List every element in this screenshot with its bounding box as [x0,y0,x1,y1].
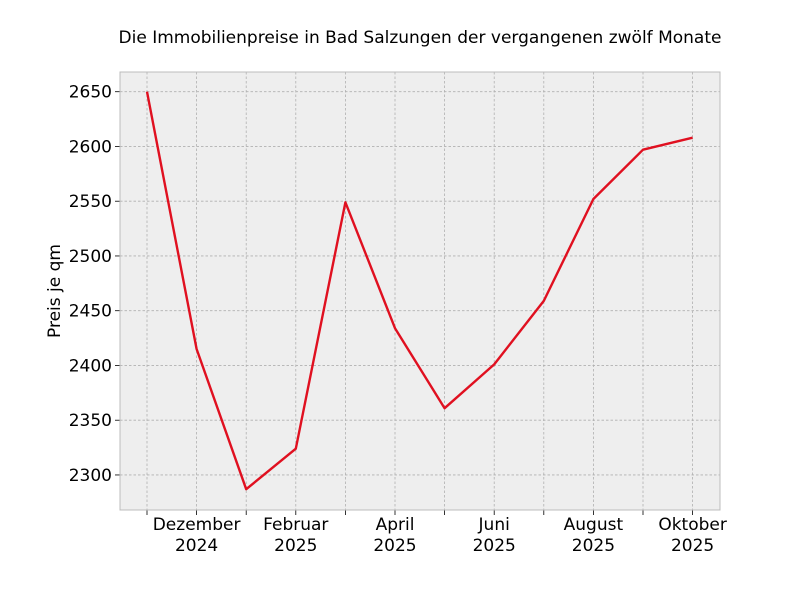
y-tick-label: 2500 [69,247,112,267]
y-axis: 2300 2350 2400 2450 2500 2550 2600 2650 [69,83,120,486]
x-tick-label-year: 2024 [175,536,218,556]
y-axis-label: Preis je qm [45,244,65,338]
x-tick-label-year: 2025 [274,536,317,556]
x-tick-label: April 2025 [373,515,416,556]
x-tick-label: Februar 2025 [263,515,328,556]
x-tick-label-year: 2025 [572,536,615,556]
y-tick-label: 2350 [69,411,112,431]
x-tick-label-month: August [564,515,624,535]
x-tick-label-month: Juni [478,515,510,535]
x-tick-label-year: 2025 [671,536,714,556]
x-tick-label-year: 2025 [473,536,516,556]
y-tick-label: 2600 [69,137,112,157]
x-tick-label-month: Dezember [153,515,241,535]
y-tick-label: 2650 [69,83,112,103]
grid [120,72,720,510]
x-tick-label: Juni 2025 [473,515,516,556]
y-tick-label: 2450 [69,302,112,322]
x-tick-label-month: April [376,515,415,535]
chart-title: Die Immobilienpreise in Bad Salzungen de… [119,28,722,48]
x-tick-label-month: Oktober [658,515,727,535]
series-line [145,91,693,491]
y-tick-label: 2400 [69,356,112,376]
x-tick-label: Dezember 2024 [153,515,241,556]
plot-frame [119,71,721,511]
x-tick-label-month: Februar [263,515,328,535]
x-tick-label: August 2025 [564,515,624,556]
y-tick-label: 2550 [69,192,112,212]
x-tick-label: Oktober 2025 [658,515,727,556]
plot-area [120,72,720,510]
y-tick-label: 2300 [69,466,112,486]
x-tick-label-year: 2025 [373,536,416,556]
